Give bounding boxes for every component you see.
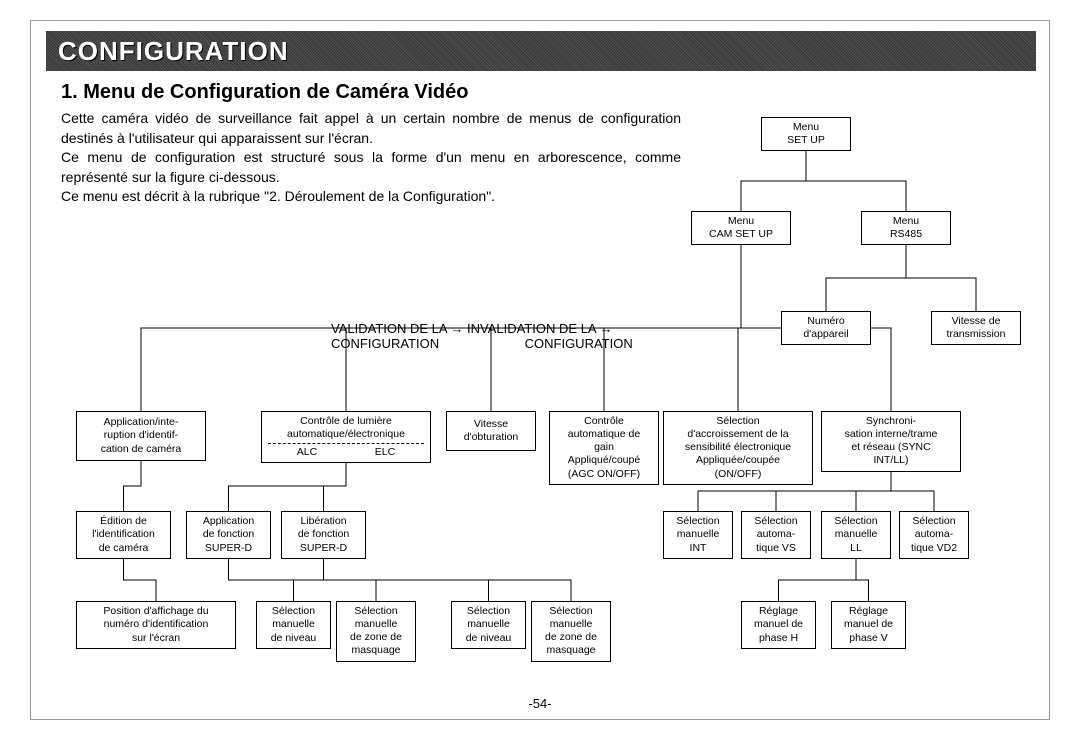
cycle-line1: VALIDATION DE LA → INVALIDATION DE LA → (331, 321, 613, 336)
node-agc: Contrôle automatique de gain Appliqué/co… (549, 411, 659, 485)
node-masq2: Sélection manuelle de zone de masquage (531, 601, 611, 662)
intro-paragraph: Cette caméra vidéo de surveillance fait … (61, 109, 681, 207)
node-niv1: Sélection manuelle de niveau (256, 601, 331, 649)
node-vsauto: Sélection automa- tique VS (741, 511, 811, 559)
cycle-l2b: CONFIGURATION (525, 336, 633, 351)
banner-title: CONFIGURATION (46, 36, 289, 67)
node-llman: Sélection manuelle LL (821, 511, 891, 559)
node-phaseH: Réglage manuel de phase H (741, 601, 816, 649)
node-posid: Position d'affichage du numéro d'identif… (76, 601, 236, 649)
banner: CONFIGURATION (46, 31, 1036, 71)
node-camsetup: MenuCAM SET UP (691, 211, 791, 245)
section-title: 1. Menu de Configuration de Caméra Vidéo (61, 81, 468, 104)
page-frame: CONFIGURATION 1. Menu de Configuration d… (30, 20, 1050, 720)
node-niv2: Sélection manuelle de niveau (451, 601, 526, 649)
node-phaseV: Réglage manuel de phase V (831, 601, 906, 649)
node-camid: Application/inte- ruption d'identif- cat… (76, 411, 206, 461)
node-rs485: MenuRS485 (861, 211, 951, 245)
node-vtrans: Vitesse detransmission (931, 311, 1021, 345)
cycle-text: VALIDATION DE LA → INVALIDATION DE LA → … (331, 321, 633, 351)
node-libsd: Libération de fonction SUPER-D (281, 511, 366, 559)
node-numapp: Numérod'appareil (781, 311, 871, 345)
para-3: Ce menu est décrit à la rubrique "2. Dér… (61, 188, 495, 204)
para-2: Ce menu de configuration est structuré s… (61, 149, 681, 185)
node-vitobt: Vitesse d'obturation (446, 411, 536, 451)
node-sync: Synchroni- sation interne/trame et résea… (821, 411, 961, 472)
cycle-l2a: CONFIGURATION (331, 336, 481, 351)
node-masq1: Sélection manuelle de zone de masquage (336, 601, 416, 662)
node-lumiere: Contrôle de lumière automatique/électron… (261, 411, 431, 463)
node-vd2auto: Sélection automa- tique VD2 (899, 511, 969, 559)
node-appsd: Application de fonction SUPER-D (186, 511, 271, 559)
para-1: Cette caméra vidéo de surveillance fait … (61, 110, 681, 146)
page-number: -54- (31, 696, 1049, 711)
node-sens: Sélection d'accroissement de la sensibil… (663, 411, 813, 485)
node-intman: Sélection manuelle INT (663, 511, 733, 559)
node-editid: Édition de l'identification de caméra (76, 511, 171, 559)
node-root: MenuSET UP (761, 117, 851, 151)
